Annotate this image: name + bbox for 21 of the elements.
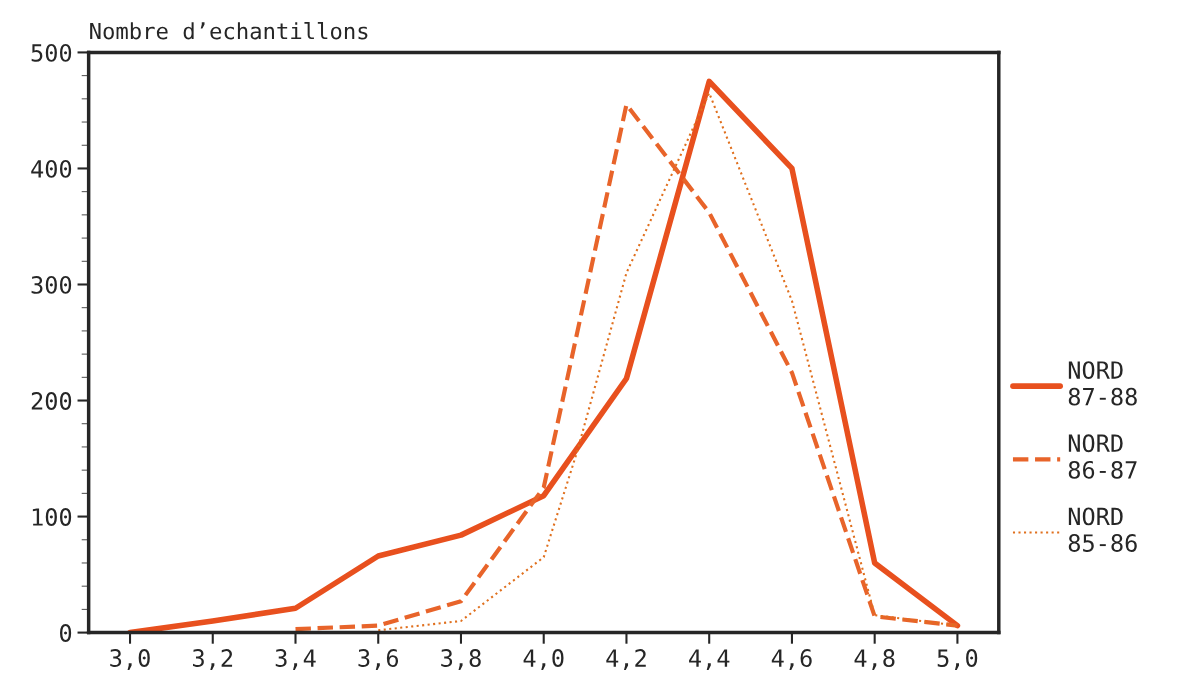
x-tick-label: 4,8 — [854, 649, 895, 670]
y-tick-label: 200 — [31, 392, 72, 410]
y-tick-label: 0 — [60, 624, 72, 642]
legend-label: NORD 86-87 — [1068, 434, 1137, 479]
x-tick-label: 5,0 — [937, 649, 978, 670]
x-tick-label: 4,0 — [523, 649, 564, 670]
x-tick-label: 3,8 — [441, 649, 481, 670]
x-tick-label: 4,6 — [771, 649, 812, 670]
x-tick-label: 4,4 — [689, 649, 730, 670]
x-tick-label: 4,2 — [606, 649, 646, 670]
y-axis-title: Nombre d’echantillons — [90, 22, 368, 40]
y-tick-label: 500 — [31, 43, 72, 62]
x-tick-label: 3,6 — [358, 649, 399, 670]
legend-label: NORD 87-88 — [1068, 361, 1137, 406]
x-tick-label: 3,4 — [275, 649, 316, 670]
y-tick-label: 100 — [32, 508, 72, 526]
x-tick-label: 3,2 — [193, 649, 233, 670]
y-tick-label: 300 — [31, 276, 72, 294]
y-tick-label: 400 — [31, 159, 72, 178]
x-tick-label: 3,0 — [110, 649, 150, 670]
legend-label: NORD 85-86 — [1068, 507, 1137, 552]
